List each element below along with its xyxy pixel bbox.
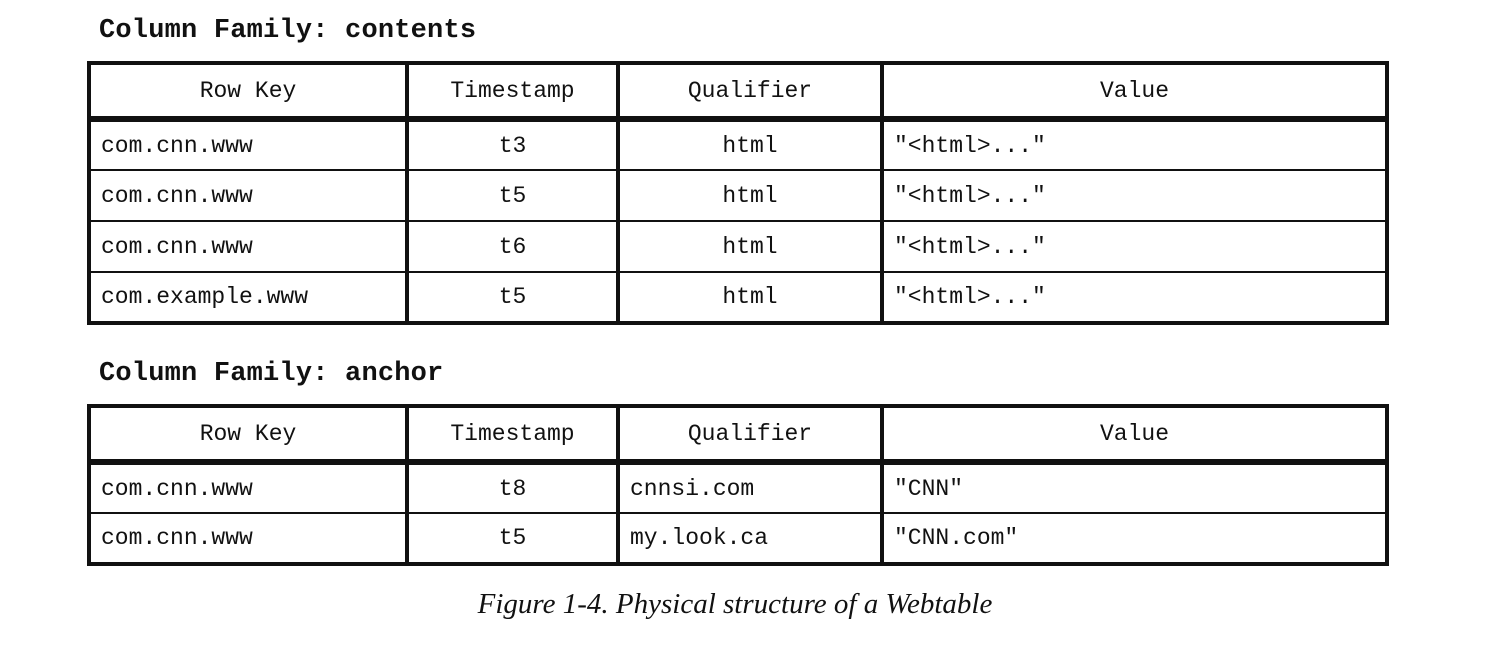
header-qualifier: Qualifier [616, 404, 884, 465]
column-family-anchor-title: Column Family: anchor [99, 359, 444, 389]
row-key-cell: com.cnn.www [87, 461, 409, 514]
timestamp-cell: t5 [405, 169, 620, 222]
qualifier-cell: my.look.ca [616, 512, 884, 566]
table-row: com.cnn.www t5 html "<html>..." [87, 169, 1389, 222]
table-row: com.cnn.www t5 my.look.ca "CNN.com" [87, 512, 1389, 566]
table-row: com.example.www t5 html "<html>..." [87, 271, 1389, 325]
qualifier-cell: html [616, 169, 884, 222]
row-key-cell: com.cnn.www [87, 220, 409, 273]
header-timestamp: Timestamp [405, 404, 620, 465]
timestamp-cell: t6 [405, 220, 620, 273]
timestamp-cell: t5 [405, 271, 620, 325]
header-row-key: Row Key [87, 61, 409, 122]
value-cell: "CNN.com" [880, 512, 1389, 566]
table-row: com.cnn.www t6 html "<html>..." [87, 220, 1389, 273]
value-cell: "<html>..." [880, 271, 1389, 325]
row-key-cell: com.example.www [87, 271, 409, 325]
timestamp-cell: t8 [405, 461, 620, 514]
timestamp-cell: t5 [405, 512, 620, 566]
value-cell: "<html>..." [880, 118, 1389, 171]
qualifier-cell: html [616, 118, 884, 171]
table-header-row: Row Key Timestamp Qualifier Value [87, 61, 1389, 122]
row-key-cell: com.cnn.www [87, 169, 409, 222]
table-row: com.cnn.www t8 cnnsi.com "CNN" [87, 461, 1389, 514]
value-cell: "<html>..." [880, 220, 1389, 273]
contents-table: Row Key Timestamp Qualifier Value com.cn… [87, 61, 1389, 325]
header-row-key: Row Key [87, 404, 409, 465]
table-header-row: Row Key Timestamp Qualifier Value [87, 404, 1389, 465]
figure-caption: Figure 1-4. Physical structure of a Webt… [477, 588, 993, 620]
header-value: Value [880, 404, 1389, 465]
table-row: com.cnn.www t3 html "<html>..." [87, 118, 1389, 171]
row-key-cell: com.cnn.www [87, 118, 409, 171]
value-cell: "CNN" [880, 461, 1389, 514]
header-qualifier: Qualifier [616, 61, 884, 122]
timestamp-cell: t3 [405, 118, 620, 171]
row-key-cell: com.cnn.www [87, 512, 409, 566]
column-family-contents-title: Column Family: contents [99, 16, 477, 46]
header-timestamp: Timestamp [405, 61, 620, 122]
qualifier-cell: html [616, 271, 884, 325]
value-cell: "<html>..." [880, 169, 1389, 222]
qualifier-cell: html [616, 220, 884, 273]
qualifier-cell: cnnsi.com [616, 461, 884, 514]
anchor-table: Row Key Timestamp Qualifier Value com.cn… [87, 404, 1389, 566]
header-value: Value [880, 61, 1389, 122]
